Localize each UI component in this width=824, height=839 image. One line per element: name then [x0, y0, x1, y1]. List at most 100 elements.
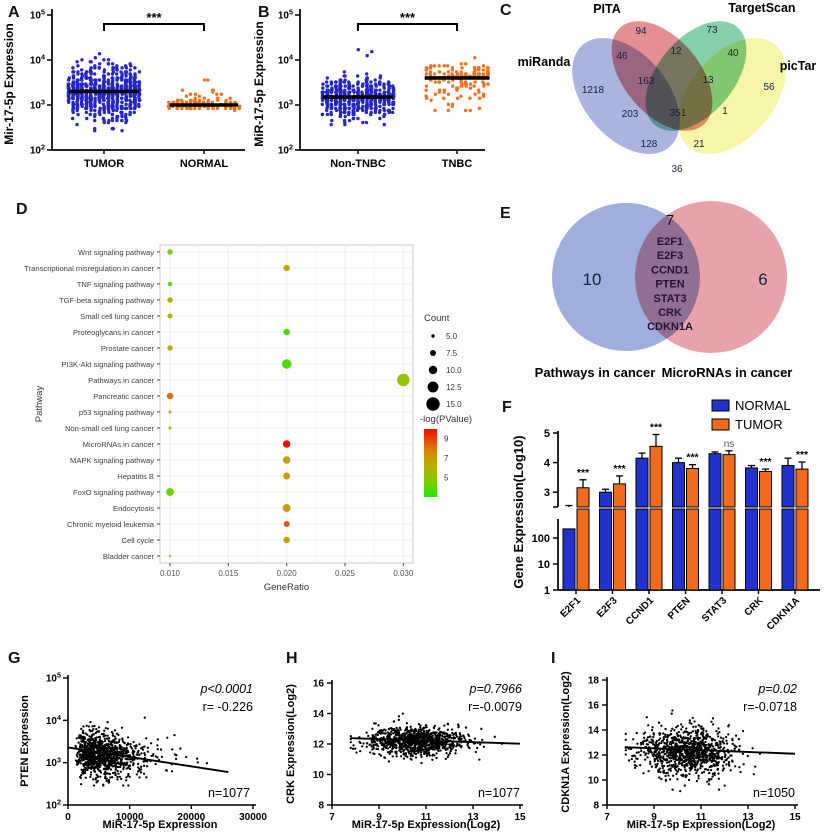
svg-text:1218: 1218	[582, 85, 605, 96]
svg-text:10.0: 10.0	[446, 366, 462, 375]
svg-text:0.030: 0.030	[393, 569, 414, 578]
svg-text:***: ***	[686, 452, 699, 464]
svg-text:MiR-17-5p Expression: MiR-17-5p Expression	[252, 21, 266, 146]
svg-text:103: 103	[278, 98, 293, 112]
svg-text:73: 73	[706, 25, 718, 36]
svg-text:12.5: 12.5	[446, 383, 462, 392]
svg-text:MicroRNAs in cancer: MicroRNAs in cancer	[662, 365, 793, 380]
panel-h: H 7 9 11 13 15 8 10 12 14 16 MiR-17-5p Expression(…	[270, 645, 545, 839]
panel-h-label: H	[286, 650, 298, 667]
svg-text:10: 10	[583, 270, 602, 289]
svg-text:***: ***	[577, 467, 590, 479]
svg-text:0.020: 0.020	[277, 569, 298, 578]
svg-text:5: 5	[544, 428, 550, 440]
svg-text:STAT3: STAT3	[700, 595, 729, 624]
svg-text:***: ***	[400, 10, 416, 25]
svg-text:r= -0.226: r= -0.226	[203, 700, 253, 714]
panel-e-label: E	[500, 205, 511, 222]
svg-text:10000: 10000	[116, 812, 144, 823]
svg-text:36: 36	[671, 164, 683, 175]
svg-text:Proteoglycans in cancer: Proteoglycans in cancer	[73, 328, 155, 337]
svg-text:Count: Count	[424, 313, 450, 324]
svg-text:7: 7	[329, 812, 335, 823]
svg-text:7.5: 7.5	[446, 349, 458, 358]
panel-i-chart: 7 9 11 13 15 8 10 12 14 16 18 MiR-17-5p Expression(…	[560, 671, 801, 831]
panel-d-label: D	[16, 201, 28, 218]
svg-text:13: 13	[742, 812, 754, 823]
svg-text:1: 1	[544, 585, 550, 597]
svg-text:CDKN1A Expression(Log2): CDKN1A Expression(Log2)	[560, 671, 572, 813]
svg-text:11: 11	[696, 812, 707, 823]
svg-text:CDKN1A: CDKN1A	[647, 321, 693, 333]
panel-a: A 102 103 104 105 Mir-17-5p Expression TUMOR N…	[0, 0, 250, 195]
svg-text:TNBC: TNBC	[442, 158, 473, 170]
svg-text:TNF signaling pathway: TNF signaling pathway	[77, 280, 154, 289]
svg-text:TUMOR: TUMOR	[84, 158, 124, 170]
svg-text:r=-0.0079: r=-0.0079	[468, 700, 522, 714]
svg-text:***: ***	[146, 10, 162, 25]
svg-text:GeneRatio: GeneRatio	[264, 582, 309, 593]
svg-text:Gene Expression(Log10): Gene Expression(Log10)	[511, 435, 526, 588]
svg-text:14: 14	[588, 726, 600, 737]
svg-text:14: 14	[313, 709, 325, 720]
svg-text:Small cell lung cancer: Small cell lung cancer	[80, 312, 154, 321]
svg-text:PITA: PITA	[593, 2, 621, 16]
svg-text:46: 46	[616, 51, 628, 62]
svg-text:STAT3: STAT3	[653, 293, 686, 305]
svg-text:CCND1: CCND1	[651, 264, 689, 276]
svg-text:104: 104	[46, 713, 61, 727]
svg-text:Bladder cancer: Bladder cancer	[103, 552, 155, 561]
svg-text:MicroRNAs in cancer: MicroRNAs in cancer	[83, 440, 155, 449]
svg-text:16: 16	[588, 701, 600, 712]
svg-text:351: 351	[670, 108, 687, 119]
svg-text:MiR-17-5p Expression(Log2): MiR-17-5p Expression(Log2)	[352, 819, 501, 831]
panel-g: G 0 10000 20000 30000 102 103 104 105 MiR-17-5p …	[0, 645, 270, 839]
svg-text:102: 102	[278, 143, 293, 157]
svg-text:Hepatitis B: Hepatitis B	[117, 472, 154, 481]
svg-text:0: 0	[65, 812, 71, 823]
svg-text:MAPK signaling pathway: MAPK signaling pathway	[70, 456, 154, 465]
svg-text:p=0.7966: p=0.7966	[469, 682, 523, 696]
svg-text:E2F1: E2F1	[657, 236, 683, 248]
svg-text:56: 56	[763, 82, 775, 93]
panel-d: D 0.010 0.015 0.020 0.025 0.030 Wnt signaling…	[0, 195, 490, 645]
svg-text:PTEN: PTEN	[655, 279, 684, 291]
svg-text:PTEN: PTEN	[666, 595, 693, 622]
svg-text:102: 102	[46, 798, 61, 812]
panel-c-label: C	[500, 2, 512, 19]
svg-text:p=0.02: p=0.02	[757, 682, 797, 696]
svg-text:9: 9	[444, 435, 449, 444]
svg-text:FoxO signaling pathway: FoxO signaling pathway	[73, 488, 154, 497]
svg-text:CRK Expression(Log2): CRK Expression(Log2)	[285, 684, 297, 804]
svg-text:105: 105	[30, 8, 45, 22]
panel-d-chart: 0.010 0.015 0.020 0.025 0.030 Wnt signaling p…	[24, 244, 472, 593]
svg-text:40: 40	[727, 48, 739, 59]
svg-text:TargetScan: TargetScan	[728, 1, 795, 15]
svg-text:NORMAL: NORMAL	[180, 158, 229, 170]
panel-c: C miRanda PITA TargetScan picTar 1218 94 73 56 4…	[490, 0, 824, 195]
panel-f-chart: NORMAL TUMOR Gene Expression(Log10) 3 4 5 1 10 1…	[511, 398, 820, 633]
svg-text:16: 16	[313, 679, 325, 690]
svg-text:Chronic myeloid leukemia: Chronic myeloid leukemia	[67, 520, 155, 529]
panel-i-label: I	[551, 650, 556, 667]
svg-text:4: 4	[544, 458, 551, 470]
svg-text:picTar: picTar	[780, 59, 817, 73]
panel-e: E 10 6 7 E2F1 E2F3 CCND1 PTEN STAT3 CRK CDKN1A Pat…	[490, 195, 824, 395]
svg-text:ns: ns	[724, 439, 735, 450]
svg-text:18: 18	[588, 676, 600, 687]
svg-text:Pathways in cancer: Pathways in cancer	[535, 365, 656, 380]
svg-text:n=1077: n=1077	[478, 786, 520, 800]
svg-text:10: 10	[538, 559, 550, 571]
svg-text:15.0: 15.0	[446, 400, 462, 409]
panel-i: I 7 9 11 13 15 8 10 12 14 16 18 MiR-17-5p Expressio…	[545, 645, 824, 839]
svg-text:CDKN1A: CDKN1A	[765, 595, 802, 632]
svg-text:12: 12	[313, 740, 325, 751]
panel-f-label: F	[502, 399, 512, 416]
svg-text:E2F3: E2F3	[595, 595, 620, 620]
svg-text:13: 13	[467, 812, 479, 823]
panel-g-label: G	[8, 650, 21, 667]
svg-text:CRK: CRK	[658, 307, 682, 319]
svg-text:13: 13	[702, 75, 714, 86]
svg-text:miRanda: miRanda	[518, 55, 572, 69]
svg-text:105: 105	[46, 671, 61, 685]
